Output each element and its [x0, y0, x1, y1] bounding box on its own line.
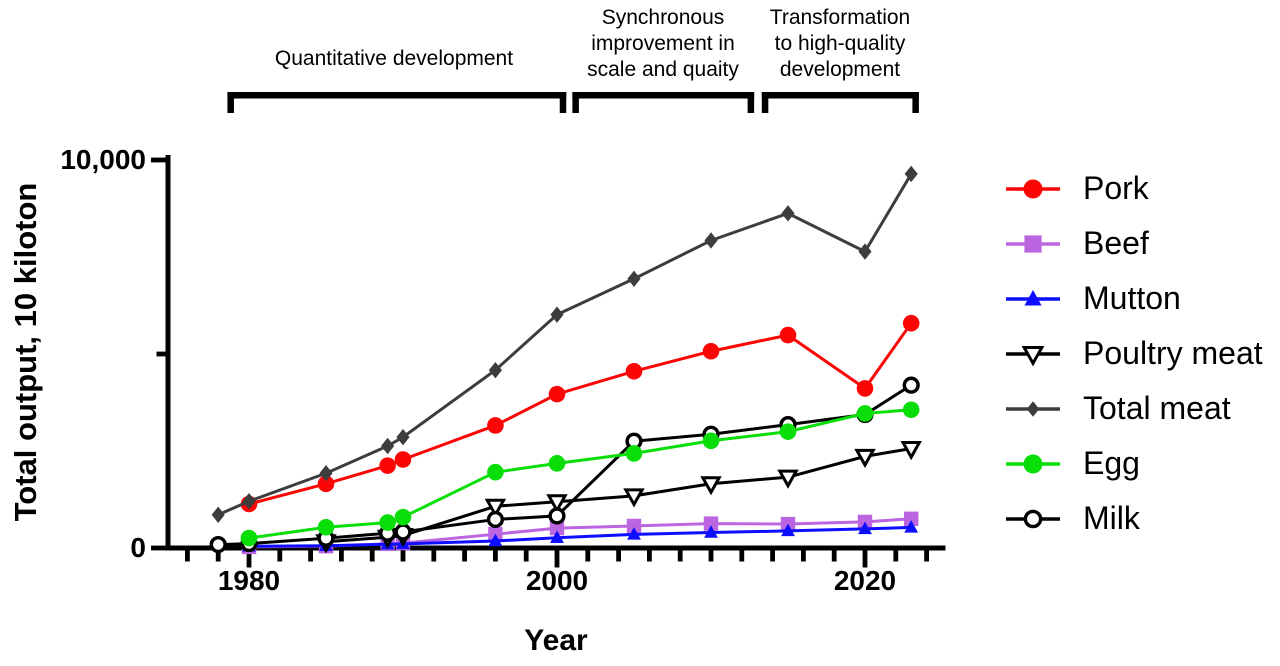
annotation-line: improvement in: [591, 32, 735, 55]
x-tick-label-1980: 1980: [217, 565, 281, 596]
beef-purple-square-marker-icon: [1005, 224, 1061, 264]
legend-item-milk: Milk: [1005, 491, 1263, 546]
x-tick-label-2000: 2000: [525, 565, 589, 596]
egg-green-circle-marker-icon: [1005, 444, 1061, 484]
legend-item-egg: Egg: [1005, 436, 1263, 491]
poultry-open-triangle-marker-icon: [1005, 334, 1061, 374]
y-tick-label-10000: 10,000: [60, 144, 146, 175]
pork-red-circle-marker-icon: [1005, 169, 1061, 209]
legend-label: Mutton: [1083, 280, 1181, 316]
x-axis-title: Year: [524, 624, 588, 657]
legend-label: Beef: [1083, 225, 1149, 261]
annotation-line: to high-quality: [774, 32, 906, 55]
annotation-transformation-high-quality: Transformation to high-quality developme…: [730, 5, 950, 83]
legend-label: Total meat: [1083, 390, 1231, 426]
mutton-blue-triangle-marker-icon: [1005, 279, 1061, 319]
milk-open-circle-marker-icon: [1005, 499, 1061, 539]
x-tick-label-2020: 2020: [833, 565, 897, 596]
y-tick-label-0: 0: [130, 532, 146, 563]
legend: Pork Beef Mutton Poultry meat Total meat…: [1005, 161, 1263, 546]
legend-label: Pork: [1083, 170, 1149, 206]
legend-item-mutton: Mutton: [1005, 271, 1263, 326]
annotation-line: development: [779, 58, 901, 81]
annotation-line: Transformation: [769, 6, 911, 29]
legend-item-total-meat: Total meat: [1005, 381, 1263, 436]
legend-item-pork: Pork: [1005, 161, 1263, 216]
annotation-quantitative-development: Quantitative development: [234, 46, 554, 72]
annotation-line: Synchronous: [601, 6, 725, 29]
legend-item-beef: Beef: [1005, 216, 1263, 271]
legend-item-poultry-meat: Poultry meat: [1005, 326, 1263, 381]
annotation-line: scale and quaity: [587, 58, 739, 81]
total-meat-diamond-marker-icon: [1005, 389, 1061, 429]
legend-label: Poultry meat: [1083, 335, 1263, 371]
legend-label: Milk: [1083, 500, 1140, 536]
legend-label: Egg: [1083, 445, 1140, 481]
annotation-line: Quantitative development: [274, 47, 514, 70]
annotation-synchronous-improvement: Synchronous improvement in scale and qua…: [553, 5, 773, 83]
y-axis-title: Total output, 10 kiloton: [8, 182, 43, 522]
